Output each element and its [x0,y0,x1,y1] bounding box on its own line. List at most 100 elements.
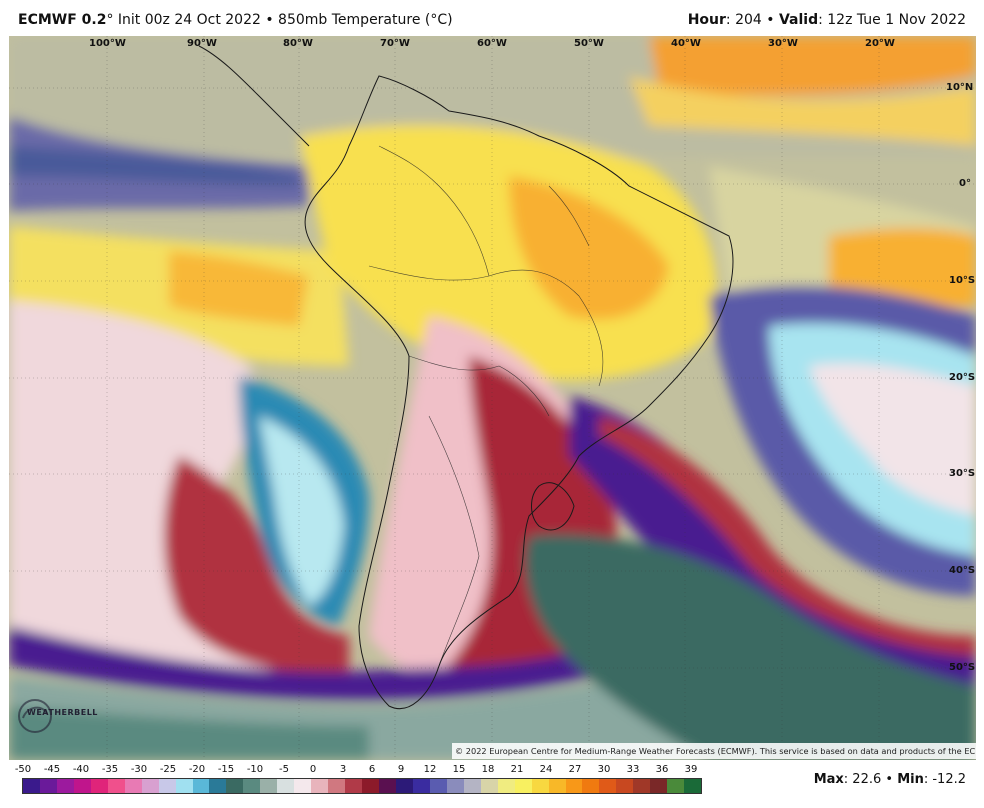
colorbar-swatch [379,779,396,793]
cbar-label: 21 [510,764,524,775]
degree-symbol: ° [106,12,114,28]
cbar-label: 0 [309,764,317,775]
temperature-map: 100°W 90°W 80°W 70°W 60°W 50°W 40°W 30°W… [9,36,976,760]
graticule [9,36,976,760]
colorbar-swatch [531,779,549,793]
valid-time: Hour: 204 • Valid: 12z Tue 1 Nov 2022 [688,12,966,28]
colorbar-swatch [328,779,346,793]
colorbar-swatch [633,779,651,793]
hour-value: : 204 • [725,12,779,28]
colorbar-swatch [548,779,566,793]
lon-label-100w: 100°W [89,38,126,49]
colorbar-swatch [226,779,244,793]
colorbar-swatch [243,779,261,793]
coastline [198,45,734,710]
colorbar-swatch [429,779,447,793]
max-value: : 22.6 • [843,772,898,787]
lon-label-90w: 90°W [187,38,217,49]
cbar-label: -35 [101,764,119,775]
colorbar-swatch [446,779,464,793]
lon-label-60w: 60°W [477,38,507,49]
cbar-label: 30 [597,764,611,775]
colorbar-swatch [39,779,57,793]
colorbar-swatch [667,779,685,793]
cbar-label: -30 [130,764,148,775]
colorbar-swatch [345,779,363,793]
lat-label-40s: 40°S [949,565,976,576]
colorbar-swatch [277,779,295,793]
colorbar-swatch [412,779,430,793]
valid-value: : 12z Tue 1 Nov 2022 [818,12,966,28]
colorbar-swatch [565,779,583,793]
cbar-label: 15 [452,764,466,775]
colorbar-swatch [56,779,74,793]
colorbar-swatch [362,779,380,793]
colorbar-swatch [175,779,193,793]
cbar-label: -50 [14,764,32,775]
chart-title: ECMWF 0.2° Init 00z 24 Oct 2022 • 850mb … [18,12,453,28]
colorbar-swatch [107,779,125,793]
colorbar-swatch [497,779,515,793]
cbar-label: 12 [423,764,437,775]
cbar-label: 18 [481,764,495,775]
cbar-label: 27 [568,764,582,775]
cbar-label: 24 [539,764,553,775]
lon-label-50w: 50°W [574,38,604,49]
cbar-label: 3 [339,764,347,775]
cbar-label: 39 [684,764,698,775]
max-min-readout: Max: 22.6 • Min: -12.2 [814,772,966,787]
colorbar-swatch [124,779,142,793]
ecmwf-credit: © 2022 European Centre for Medium-Range … [452,743,976,759]
min-label: Min [897,772,924,787]
colorbar-swatch [192,779,210,793]
cbar-label: 33 [626,764,640,775]
colorbar-swatch [73,779,91,793]
model-name: ECMWF 0.2 [18,12,107,28]
cbar-label: -25 [159,764,177,775]
valid-label: Valid [778,12,819,28]
colorbar-swatch [582,779,600,793]
lat-label-0: 0° [959,178,971,189]
lon-label-70w: 70°W [380,38,410,49]
lat-label-20s: 20°S [949,372,976,383]
lon-label-80w: 80°W [283,38,313,49]
colorbar-swatch [260,779,278,793]
lat-label-30s: 30°S [949,468,976,479]
cbar-label: -20 [188,764,206,775]
cbar-label: -5 [279,764,289,775]
colorbar-swatch [311,779,329,793]
init-text: Init 00z 24 Oct 2022 • 850mb Temperature… [113,12,453,28]
lat-label-50s: 50°S [949,662,976,673]
colorbar-swatch [141,779,159,793]
colorbar-swatch [158,779,176,793]
country-borders [368,145,604,667]
cbar-label: 9 [397,764,405,775]
colorbar-swatch [599,779,617,793]
lon-label-20w: 20°W [865,38,895,49]
cbar-label: -45 [43,764,61,775]
colorbar-swatch [23,779,40,793]
lat-label-10s: 10°S [949,275,976,286]
colorbar-labels: -50 -45 -40 -35 -30 -25 -20 -15 -10 -5 0… [14,764,714,776]
map-field [9,36,976,760]
colorbar-swatch [480,779,498,793]
colorbar-swatch [684,779,702,793]
cbar-label: -15 [217,764,235,775]
lon-label-30w: 30°W [768,38,798,49]
cbar-label: 36 [655,764,669,775]
colorbar-swatch [209,779,227,793]
colorbar-swatch [514,779,532,793]
logo-swirl-icon [18,699,52,733]
weatherbell-logo: WEATHERBELL [15,696,105,742]
colorbar-swatch [650,779,668,793]
colorbar-swatch [463,779,481,793]
header: ECMWF 0.2° Init 00z 24 Oct 2022 • 850mb … [0,0,984,36]
lat-label-10n: 10°N [946,82,974,93]
cbar-label: 6 [368,764,376,775]
logo-text: WEATHERBELL [27,708,98,717]
max-label: Max [813,772,844,787]
cbar-label: -40 [72,764,90,775]
colorbar [22,778,702,794]
colorbar-swatch [90,779,108,793]
min-value: : -12.2 [923,772,966,787]
